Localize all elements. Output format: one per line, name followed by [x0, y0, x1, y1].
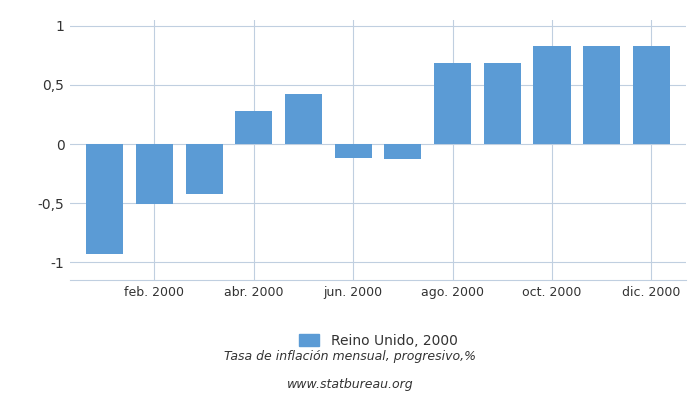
Bar [186, 144, 223, 194]
Bar [235, 111, 272, 144]
Bar [583, 46, 620, 144]
Bar [86, 144, 123, 254]
Bar [434, 62, 471, 144]
Bar [633, 46, 670, 144]
Bar [285, 94, 322, 144]
Legend: Reino Unido, 2000: Reino Unido, 2000 [299, 334, 457, 348]
Bar [484, 62, 521, 144]
Bar [136, 144, 173, 204]
Text: www.statbureau.org: www.statbureau.org [287, 378, 413, 391]
Bar [533, 46, 570, 144]
Bar [384, 144, 421, 160]
Bar [335, 144, 372, 158]
Text: Tasa de inflación mensual, progresivo,%: Tasa de inflación mensual, progresivo,% [224, 350, 476, 363]
